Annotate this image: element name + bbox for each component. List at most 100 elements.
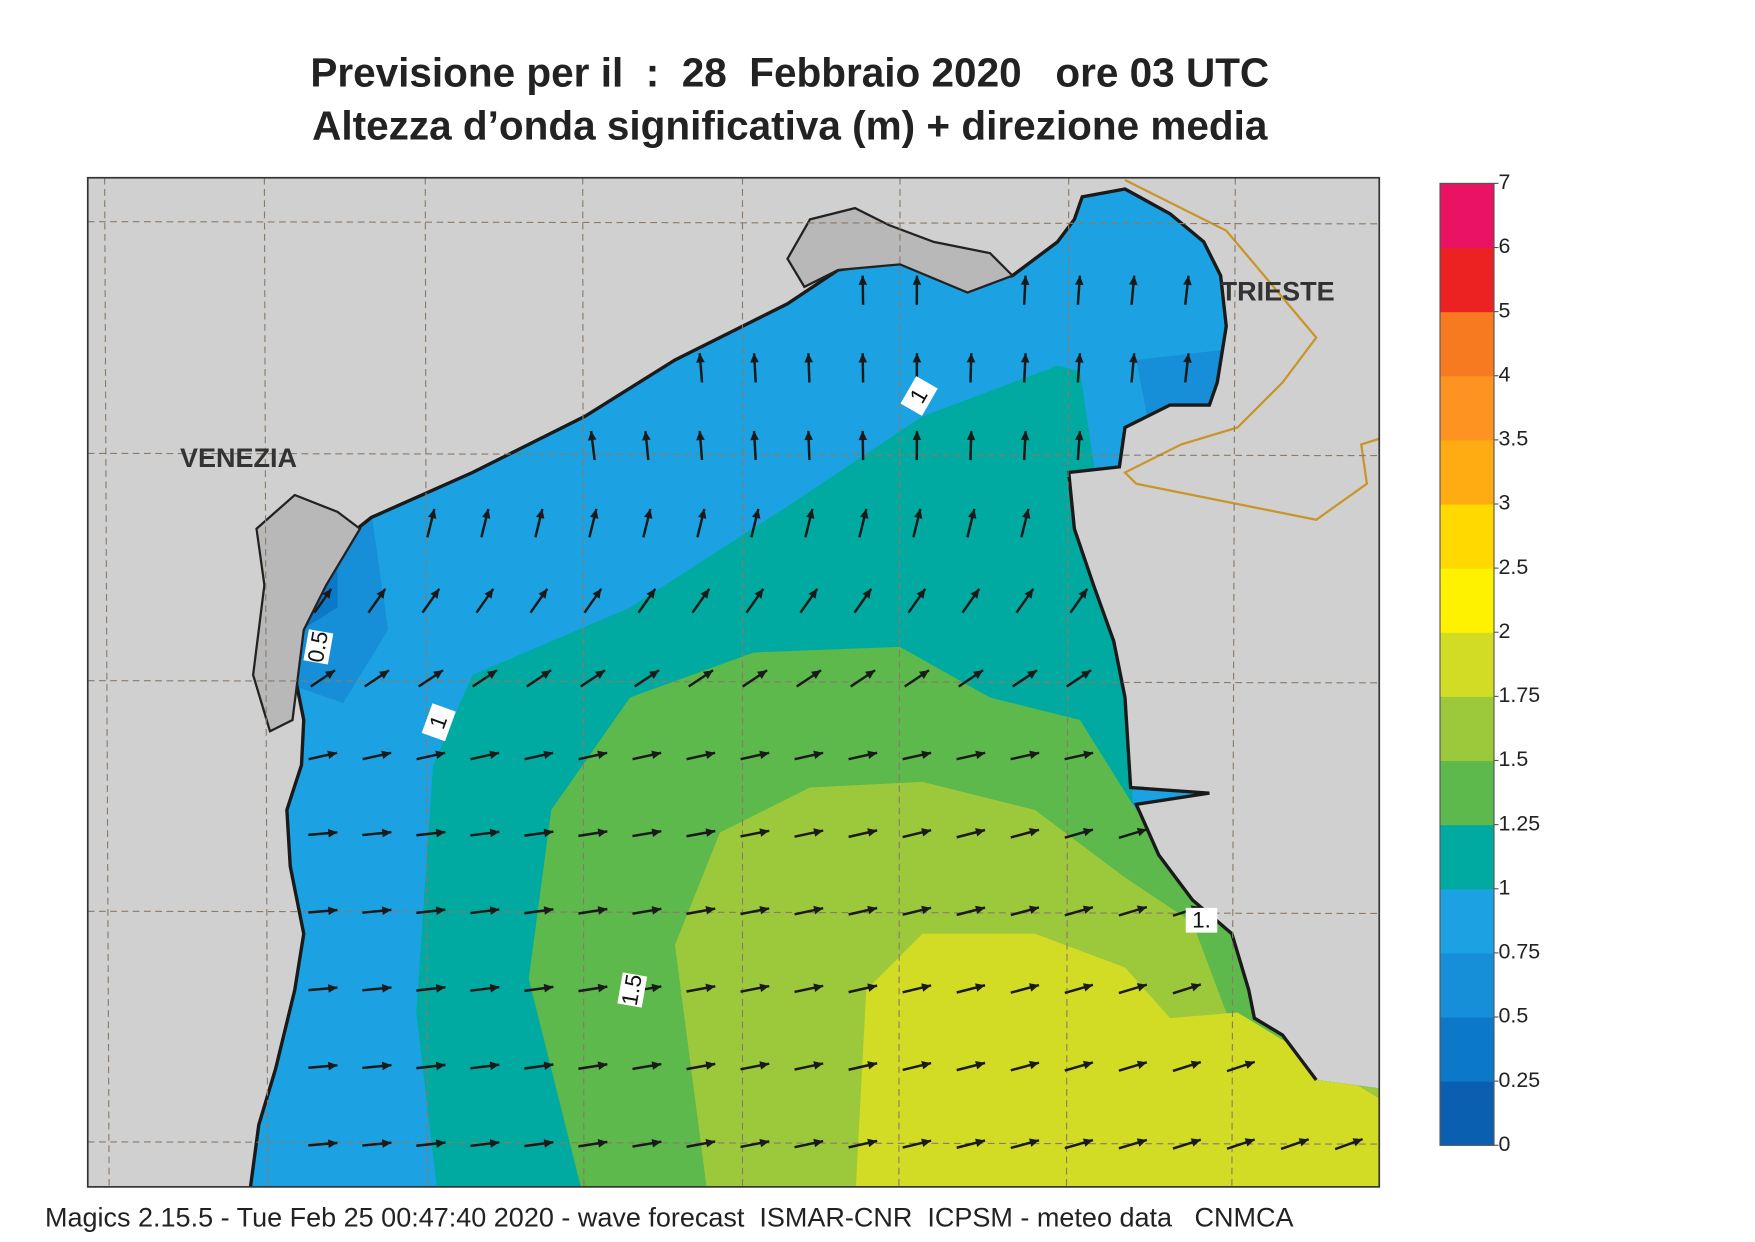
arrow [740,1138,770,1149]
arrow-head [754,588,764,599]
arrow [794,1138,824,1149]
arrow-head [643,508,653,519]
arrow-head [858,353,868,363]
colorbar-tick-label: 0.5 [1499,1004,1529,1028]
contour-label-box [421,703,456,742]
arrow [1010,750,1040,761]
border [1123,178,1380,521]
arrow-head [804,430,814,441]
arrow-head [967,508,977,519]
arrow-head [975,750,986,760]
contour-label-box [303,629,334,665]
arrow-head [489,906,500,915]
footer: Magics 2.15.5 - Tue Feb 25 00:47:40 2020… [45,1202,1294,1232]
arrow-head [1029,828,1039,837]
arrow-head [696,353,705,363]
graticule-line [87,910,1380,915]
colorbar-tick-label: 6 [1499,234,1511,258]
arrow-head [867,828,878,837]
arrow [956,1138,986,1149]
arrow [416,1139,446,1148]
arrow-head [543,828,554,838]
arrow [524,1061,554,1071]
arrow-head [651,750,662,760]
arrow [362,906,392,916]
arrow [362,984,392,993]
arrow [848,1061,878,1071]
arrow [583,588,603,614]
arrow [858,508,869,538]
arrow [794,750,824,761]
arrow [472,669,498,688]
arrow-head [805,508,815,519]
arrow-head [696,430,705,441]
arrow [642,508,653,538]
arrow [794,1061,824,1071]
arrow-head [1078,588,1088,599]
colorbar-band [1440,311,1494,377]
colorbar-tick-label: 3 [1499,491,1511,515]
arrow-head [489,983,500,993]
arrow [1118,983,1148,995]
colorbar-tick-label: 1.5 [1499,747,1529,771]
arrow-head [1083,750,1094,760]
contour-labels: 0.5 1 1 1.5 1. [303,376,1218,1008]
arrow-head [975,828,986,837]
arrow-head [975,1060,986,1070]
colorbar-band [1440,247,1494,313]
arrow-head [921,828,932,837]
arrow [1010,1060,1040,1072]
arrow [691,588,711,614]
arrow-head [489,1139,500,1148]
arrow [912,430,922,461]
arrow [580,669,606,688]
arrow [686,750,716,761]
arrow [524,750,554,761]
arrow-head [651,828,662,837]
arrow [642,430,651,461]
arrow-head [1082,1138,1093,1147]
arrow-head [651,983,662,993]
contour-label-text: 1.5 [617,972,647,1007]
arrow [1183,353,1192,383]
arrow-head [489,750,500,760]
arrow-head [597,983,608,993]
arrow [1010,828,1040,839]
arrow [1074,275,1084,305]
arrow [470,1139,500,1148]
arrow [529,588,549,614]
arrow-head [435,1139,446,1148]
colorbar-tick-label: 2 [1499,619,1511,643]
arrow [740,828,770,838]
arrow [848,983,878,994]
arrow [416,828,446,838]
arrow-head [327,828,338,838]
arrow-head [751,508,761,519]
arrow-head [1136,827,1147,837]
arrow-head [1136,1138,1147,1147]
arrow-head [1136,905,1147,914]
arrow [688,669,714,688]
direction-arrows [308,275,1364,1151]
arrow-head [651,1061,662,1070]
arrow-head [1027,670,1038,679]
colorbar-tick-label: 1.25 [1499,811,1541,835]
arrow [524,1139,554,1148]
arrow [313,588,333,614]
arrow [848,905,878,916]
arrow-head [1074,430,1084,441]
arrow [853,588,873,614]
arrow [524,906,554,915]
graticule-line [87,452,1380,457]
arrow [416,1061,446,1071]
contour-label: 1 [421,703,456,742]
arrow [470,750,500,761]
arrow [1118,827,1148,840]
arrow-head [489,1061,500,1071]
graticule [87,177,1380,1187]
arrow [470,1061,500,1071]
arrow [740,905,770,916]
arrow [794,828,824,838]
arrow-head [381,984,392,993]
graticule-line [87,680,1380,684]
